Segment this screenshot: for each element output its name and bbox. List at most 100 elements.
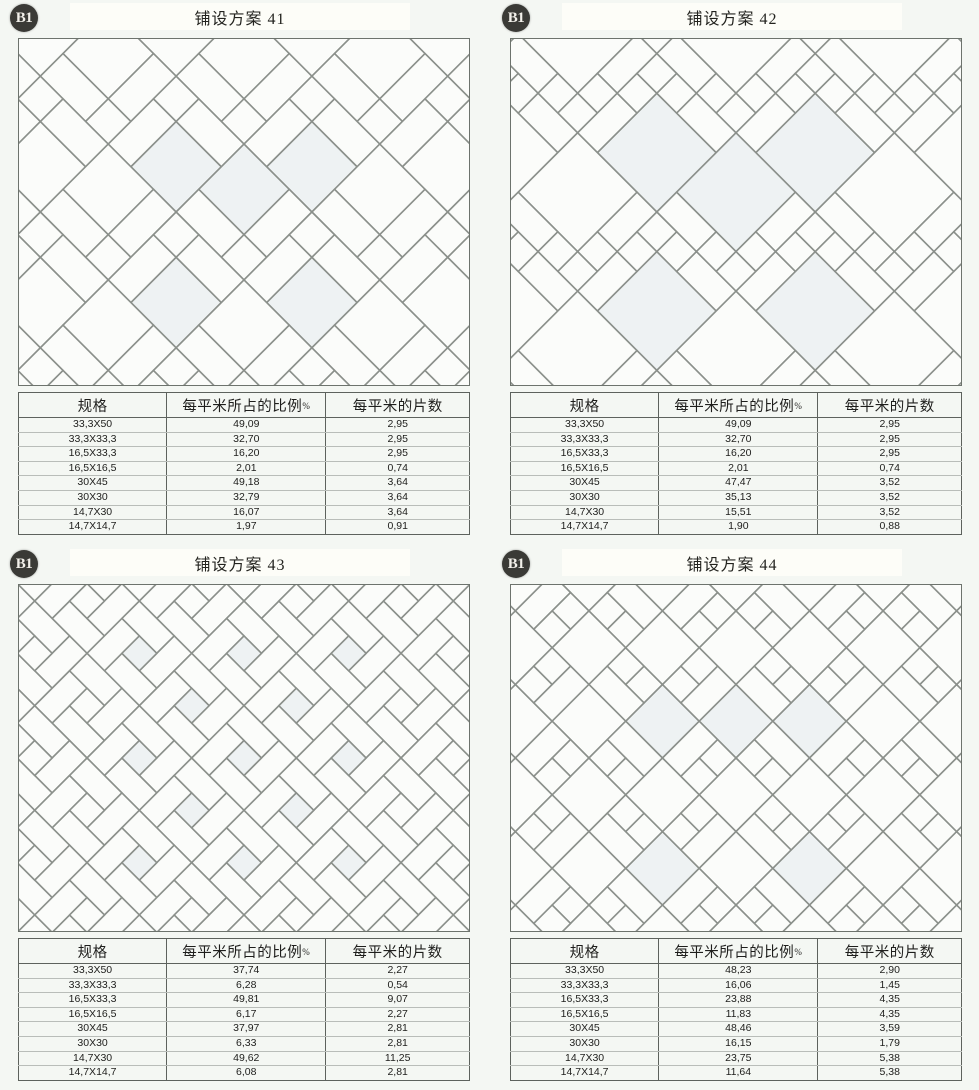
cell-spec: 16,5X33,3 (509, 446, 660, 462)
tile (19, 913, 52, 931)
tile (511, 223, 520, 241)
header-ratio-text: 每平米所占的比例 (674, 398, 795, 415)
tile (47, 369, 79, 385)
tile (409, 369, 441, 385)
tile (225, 844, 263, 882)
tile-group (511, 39, 961, 385)
tile (318, 369, 351, 385)
cell-ratio: 49,09 (166, 417, 327, 433)
tile (310, 324, 381, 385)
cell-spec: 14,7X14,7 (17, 519, 168, 535)
tile (277, 585, 315, 620)
tile (446, 53, 469, 99)
cell-ratio: 47,47 (658, 475, 819, 491)
tile (225, 634, 263, 672)
tile (794, 52, 837, 95)
tile (137, 369, 170, 385)
tile (228, 369, 260, 385)
header-ratio-text: 每平米所占的比例 (182, 944, 303, 961)
table-row: 33,3X50 49,09 2,95 (509, 417, 962, 433)
tile (277, 896, 315, 931)
tile (19, 844, 54, 882)
tile (173, 585, 211, 620)
cell-spec: 16,5X16,5 (509, 461, 660, 477)
tile (833, 290, 955, 385)
header-ratio-pct: % (302, 946, 311, 957)
cell-count: 2,95 (817, 432, 962, 448)
cell-spec: 14,7X14,7 (17, 1065, 168, 1081)
header-ratio: 每平米所占的比例% (166, 938, 327, 964)
cell-ratio: 6,28 (166, 978, 327, 994)
tile (918, 349, 961, 385)
tile (423, 75, 469, 123)
cell-spec: 14,7X30 (17, 1051, 168, 1067)
cell-count: 3,64 (325, 490, 470, 506)
table-body: 33,3X50 37,74 2,27 33,3X33,3 6,28 0,54 16,5X33… (17, 963, 470, 1081)
panel-41: B1 铺设方案 41 规格 每平米所占的比例% 每平米的片数 33,3X50 49… (8, 2, 470, 535)
table-row: 14,7X14,7 6,08 2,81 (17, 1065, 470, 1081)
tile (952, 223, 961, 241)
tile (675, 290, 797, 385)
tile (19, 75, 65, 123)
b1-badge-icon: B1 (502, 4, 530, 32)
cell-count: 0,54 (325, 978, 470, 994)
tile (288, 75, 336, 123)
cell-ratio: 6,17 (166, 1007, 327, 1023)
cell-ratio: 49,18 (166, 475, 327, 491)
cell-ratio: 2,01 (658, 461, 819, 477)
tile (511, 72, 540, 115)
cell-spec: 16,5X16,5 (17, 461, 168, 477)
cell-ratio: 49,09 (658, 417, 819, 433)
tile (434, 599, 469, 653)
cell-ratio: 15,51 (658, 505, 819, 521)
cell-count: 3,52 (817, 475, 962, 491)
cell-ratio: 49,81 (166, 992, 327, 1008)
tile (68, 585, 106, 620)
tile (655, 349, 713, 385)
cell-ratio: 37,97 (166, 1021, 327, 1037)
tile (794, 210, 837, 253)
cell-ratio: 32,79 (166, 490, 327, 506)
panel-title-band: 铺设方案 41 (70, 3, 410, 30)
tile (225, 739, 263, 777)
tile-group (19, 585, 469, 931)
table-row: 14,7X30 15,51 3,52 (509, 505, 962, 521)
panel-header: B1 铺设方案 44 (500, 548, 962, 582)
tile (452, 898, 469, 931)
cell-spec: 30X30 (509, 490, 660, 506)
table-row: 30X45 37,97 2,81 (17, 1021, 470, 1037)
tile (19, 619, 36, 653)
table-row: 14,7X30 49,62 11,25 (17, 1051, 470, 1067)
b1-badge-icon: B1 (10, 550, 38, 578)
table-header: 规格 每平米所占的比例% 每平米的片数 (17, 392, 470, 418)
tile (331, 913, 366, 931)
cell-spec: 33,3X50 (17, 963, 168, 979)
header-row: 规格 每平米所占的比例% 每平米的片数 (17, 938, 470, 964)
tile (288, 210, 336, 259)
table-row: 33,3X33,3 6,28 0,54 (17, 978, 470, 994)
cell-count: 2,95 (325, 432, 470, 448)
tile (174, 324, 246, 385)
pattern-svg-44 (511, 585, 961, 931)
tile (173, 687, 211, 725)
tile (152, 210, 200, 259)
cell-ratio: 6,33 (166, 1036, 327, 1052)
tile (511, 230, 540, 273)
tile (799, 369, 831, 385)
cell-count: 2,95 (325, 417, 470, 433)
table-row: 16,5X33,3 16,20 2,95 (17, 446, 470, 462)
panel-title: 铺设方案 44 (686, 556, 778, 574)
tile (152, 346, 200, 385)
tile-group (19, 39, 469, 385)
cell-ratio: 32,70 (166, 432, 327, 448)
cell-ratio: 49,62 (166, 1051, 327, 1067)
header-ratio-pct: % (794, 400, 803, 411)
tile (532, 646, 572, 686)
table-row: 30X45 49,18 3,64 (17, 475, 470, 491)
table-header: 规格 每平米所占的比例% 每平米的片数 (17, 938, 470, 964)
cell-spec: 14,7X30 (509, 505, 660, 521)
cell-spec: 33,3X33,3 (17, 978, 168, 994)
table-row: 14,7X14,7 1,97 0,91 (17, 519, 470, 535)
tile (19, 688, 36, 723)
tile (423, 210, 469, 259)
